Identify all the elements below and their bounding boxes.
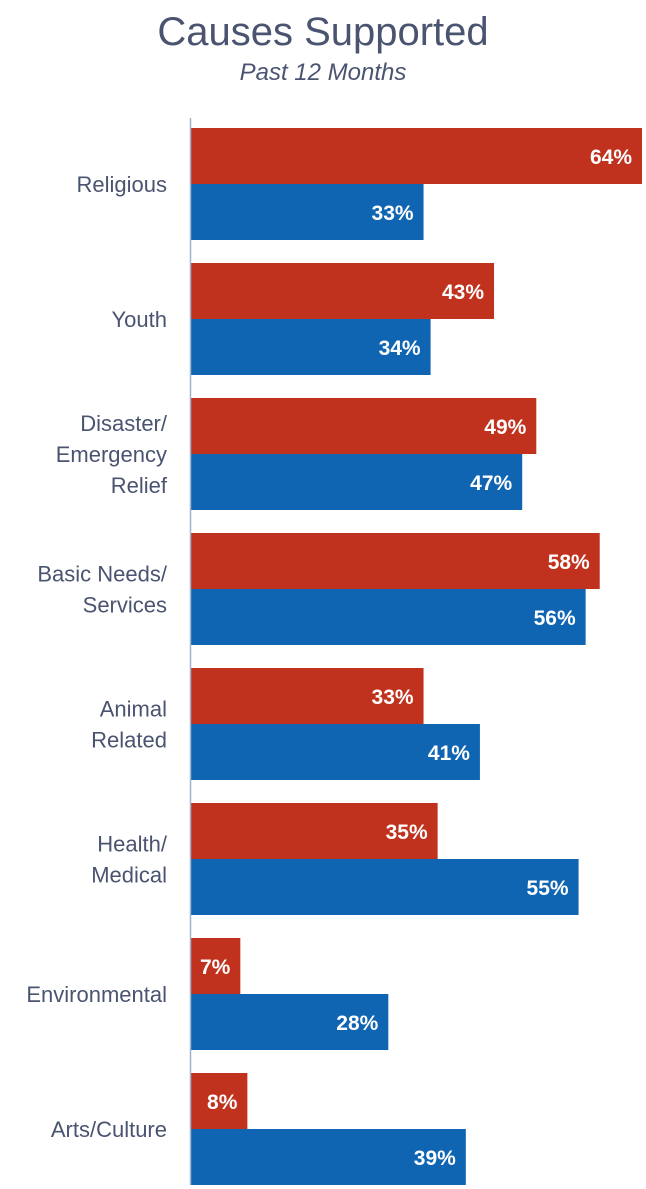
bar-value-label: 8% — [207, 1091, 238, 1114]
bar-red — [191, 668, 424, 724]
bar-blue — [191, 319, 431, 375]
bar-value-label: 34% — [379, 337, 421, 360]
bar-value-label: 28% — [336, 1012, 378, 1035]
bar-blue — [191, 454, 523, 510]
bar-value-label: 58% — [548, 551, 590, 574]
bar-red — [191, 1073, 248, 1129]
chart-title: Causes Supported — [157, 10, 489, 54]
bar-blue — [191, 724, 480, 780]
bar-value-label: 49% — [484, 416, 526, 439]
bar-value-label: 33% — [372, 202, 414, 225]
bar-value-label: 55% — [527, 877, 569, 900]
bar-value-label: 56% — [534, 607, 576, 630]
bar-value-label: 39% — [414, 1147, 456, 1170]
category-label: Animal — [100, 697, 167, 722]
category-label: Relief — [111, 473, 168, 498]
bar-red — [191, 533, 600, 589]
bar-red — [191, 938, 241, 994]
bar-value-label: 35% — [386, 821, 428, 844]
category-label: Basic Needs/ — [37, 562, 168, 587]
bar-value-label: 47% — [470, 472, 512, 495]
bar-red — [191, 803, 438, 859]
bar-blue — [191, 184, 424, 240]
bar-red — [191, 128, 642, 184]
category-label: Arts/Culture — [51, 1117, 167, 1142]
category-label: Medical — [91, 863, 167, 888]
category-label: Related — [91, 728, 167, 753]
bar-value-label: 7% — [200, 956, 231, 979]
chart-subtitle: Past 12 Months — [239, 59, 407, 86]
bar-blue — [191, 994, 389, 1050]
bar-blue — [191, 589, 586, 645]
bar-value-label: 33% — [372, 686, 414, 709]
bar-blue — [191, 1129, 466, 1185]
category-label: Disaster/ — [80, 411, 168, 436]
category-label: Health/ — [97, 832, 168, 857]
bar-red — [191, 263, 495, 319]
category-label: Environmental — [26, 982, 167, 1007]
category-label: Services — [83, 593, 167, 618]
bar-value-label: 43% — [442, 281, 484, 304]
category-label: Youth — [112, 307, 167, 332]
category-label: Emergency — [56, 442, 167, 467]
bar-red — [191, 398, 537, 454]
bar-value-label: 41% — [428, 742, 470, 765]
category-label: Religious — [77, 172, 168, 197]
bar-value-label: 64% — [590, 146, 632, 169]
bar-blue — [191, 859, 579, 915]
